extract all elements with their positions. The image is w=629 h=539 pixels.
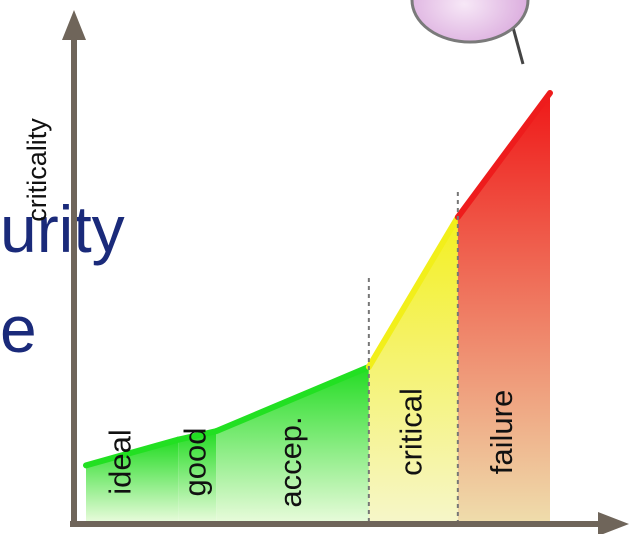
region-label-failure: failure (484, 390, 519, 474)
background-text-line2: e (0, 292, 37, 366)
region-edge-accep (213, 363, 372, 435)
bubble-decoration (410, 0, 530, 65)
region-edge-good (175, 428, 220, 443)
region-edge-ideal (83, 436, 182, 469)
region-area-accep (216, 366, 369, 521)
region-label-accep: accep. (273, 416, 308, 507)
x-axis-arrow (598, 512, 629, 536)
region-boundaries (367, 192, 459, 521)
region-label-ideal: ideal (102, 429, 137, 495)
region-label-good: good (177, 428, 212, 497)
region-area-failure (457, 93, 550, 521)
region-area-critical (368, 217, 458, 521)
region-edge-critical (365, 214, 461, 370)
area-regions (83, 90, 553, 521)
y-axis-label: criticality (22, 118, 52, 222)
region-labels: ideal good accep. critical failure (102, 388, 519, 508)
background-text-line1: urity (0, 192, 125, 266)
region-edge-failure (454, 90, 553, 221)
region-area-good (178, 431, 217, 521)
region-label-critical: critical (394, 388, 429, 476)
y-axis-arrow (62, 10, 86, 40)
axes (62, 10, 629, 536)
